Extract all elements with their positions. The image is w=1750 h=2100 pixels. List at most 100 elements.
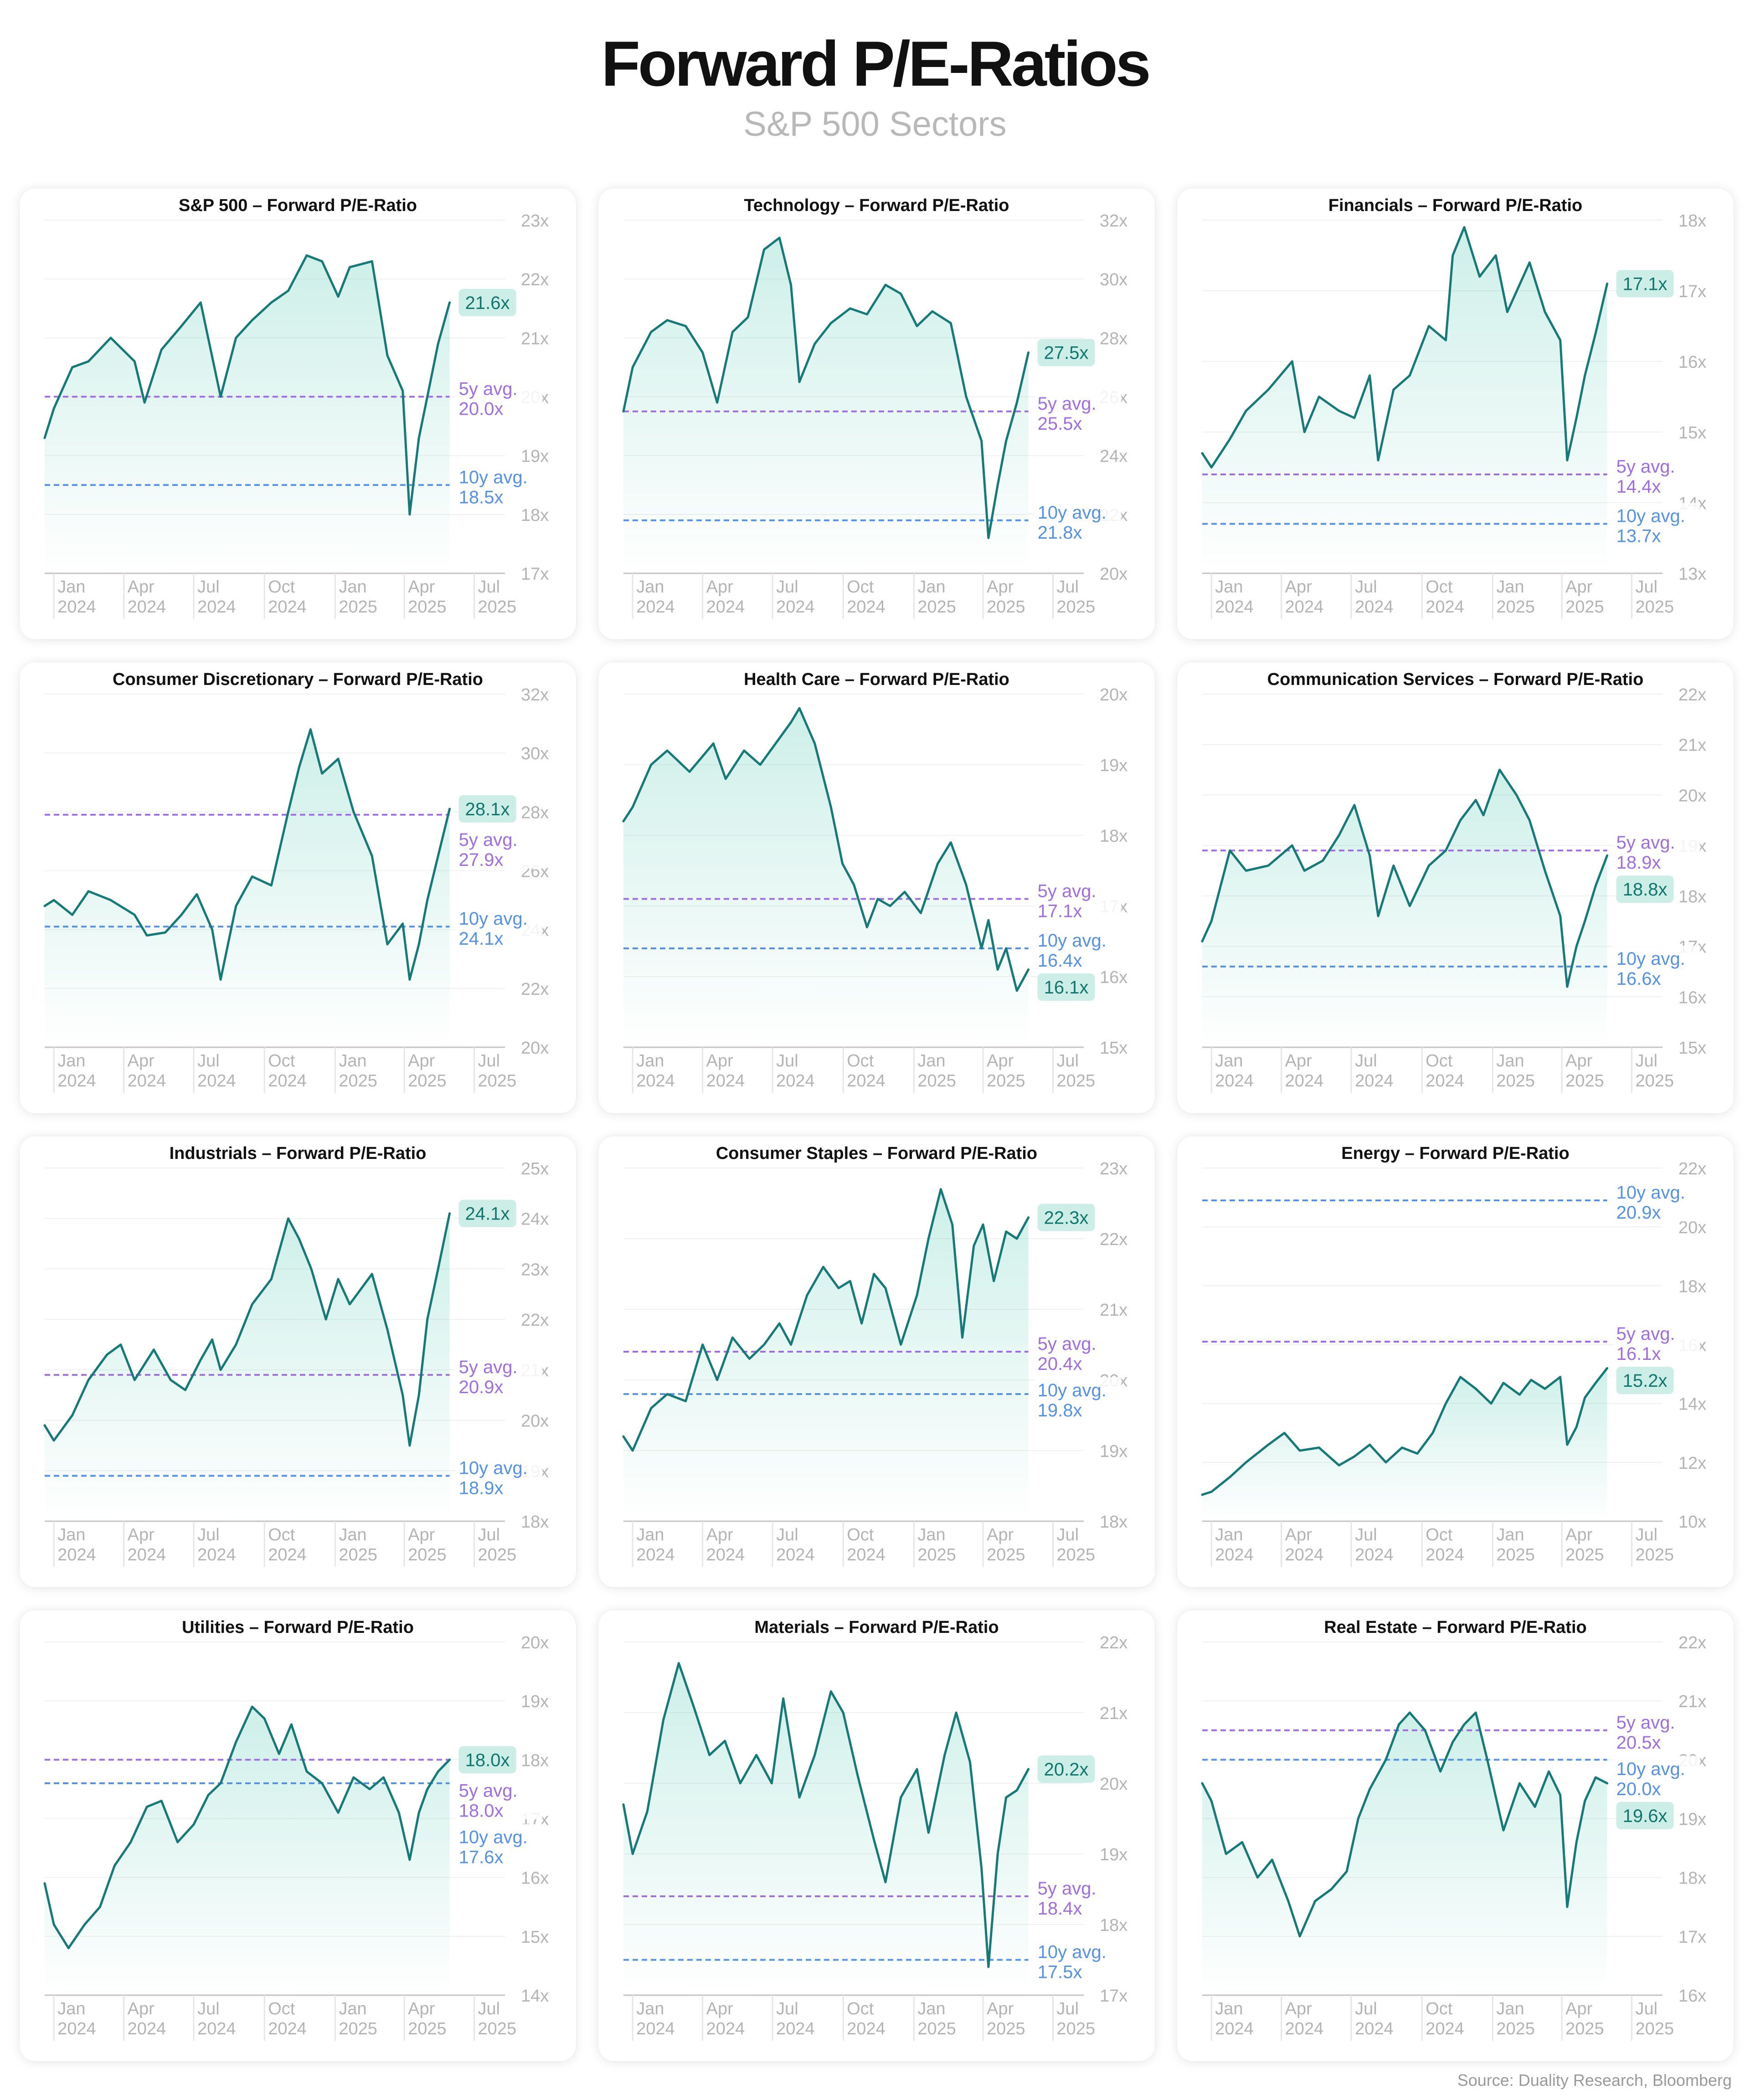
ten-year-avg-label-bg <box>1613 945 1700 988</box>
five-year-avg-label-bg <box>1613 829 1700 872</box>
x-tick-month: Jan <box>917 577 945 597</box>
chart-panel: 15x16x17x18x19x20xHealth Care – Forward … <box>598 662 1155 1113</box>
x-tick-month: Jan <box>339 1999 366 2018</box>
y-tick-label: 18x <box>521 1751 549 1770</box>
chart-title: Real Estate – Forward P/E-Ratio <box>1324 1618 1587 1637</box>
x-tick-year: 2024 <box>847 597 885 617</box>
ten-year-avg-label-bg <box>1613 1755 1700 1798</box>
x-tick-year: 2025 <box>1636 2019 1674 2038</box>
y-tick-label: 20x <box>1678 786 1706 805</box>
x-tick-year: 2024 <box>776 2019 815 2038</box>
series-area <box>623 1189 1029 1521</box>
x-tick-month: Oct <box>847 1999 874 2018</box>
ten-year-avg-label-bg <box>1035 1939 1122 1981</box>
ten-year-avg-label: 10y avg. <box>1038 503 1107 523</box>
x-tick-month: Apr <box>1285 1525 1312 1544</box>
ten-year-avg-value: 18.5x <box>459 487 504 507</box>
x-tick-month: Jan <box>339 1525 366 1544</box>
five-year-avg-value: 27.9x <box>459 850 504 870</box>
latest-value-label: 22.3x <box>1044 1208 1089 1228</box>
y-tick-label: 22x <box>521 980 549 999</box>
y-tick-label: 18x <box>1100 827 1127 846</box>
ten-year-avg-label: 10y avg. <box>1038 931 1107 951</box>
x-tick-month: Apr <box>706 1999 733 2018</box>
chart-title: Energy – Forward P/E-Ratio <box>1341 1144 1569 1163</box>
x-tick-year: 2024 <box>268 1545 307 1565</box>
y-tick-label: 32x <box>521 685 549 705</box>
y-tick-label: 18x <box>521 1513 549 1532</box>
series-area <box>45 1707 450 1995</box>
ten-year-avg-value: 17.6x <box>459 1847 504 1867</box>
x-tick-year: 2024 <box>776 1071 815 1091</box>
ten-year-avg-label-bg <box>1613 503 1700 545</box>
y-tick-label: 22x <box>1678 1159 1706 1179</box>
chart-svg: 18x19x20x21x22x23xConsumer Staples – For… <box>622 1144 1127 1567</box>
x-tick-year: 2024 <box>268 597 307 617</box>
x-tick-year: 2025 <box>1636 1545 1674 1565</box>
x-tick-year: 2024 <box>1426 1545 1464 1565</box>
x-tick-month: Apr <box>706 1051 733 1071</box>
y-tick-label: 20x <box>1100 1775 1127 1794</box>
latest-value-label: 19.6x <box>1623 1806 1668 1826</box>
x-tick-year: 2024 <box>1215 1071 1254 1091</box>
x-tick-month: Jul <box>197 577 220 597</box>
y-tick-label: 15x <box>1678 1039 1706 1058</box>
latest-value-label: 16.1x <box>1044 978 1089 998</box>
x-tick-month: Jul <box>478 577 500 597</box>
x-tick-month: Apr <box>1285 1051 1312 1071</box>
y-tick-label: 21x <box>1678 1692 1706 1711</box>
x-tick-year: 2025 <box>339 1545 377 1565</box>
y-tick-label: 22x <box>1100 1230 1127 1249</box>
chart-svg: 20x22x24x26x28x30x32xTechnology – Forwar… <box>622 196 1127 619</box>
ten-year-avg-value: 21.8x <box>1038 523 1082 543</box>
x-tick-year: 2025 <box>339 2019 377 2038</box>
x-tick-year: 2025 <box>408 1071 447 1091</box>
x-tick-year: 2024 <box>128 1545 166 1565</box>
x-tick-month: Jul <box>776 577 798 597</box>
x-tick-year: 2025 <box>1057 1545 1096 1565</box>
x-tick-month: Jan <box>1215 1051 1243 1071</box>
x-tick-month: Oct <box>847 1051 874 1071</box>
ten-year-avg-value: 17.5x <box>1038 1962 1082 1982</box>
series-area <box>623 1663 1029 1995</box>
series-line <box>1201 226 1609 468</box>
x-tick-year: 2024 <box>197 1545 236 1565</box>
y-tick-label: 17x <box>1678 282 1706 301</box>
x-tick-month: Apr <box>987 577 1014 597</box>
x-tick-month: Apr <box>408 1051 435 1071</box>
x-tick-year: 2025 <box>1636 597 1674 617</box>
five-year-avg-label: 5y avg. <box>459 830 518 850</box>
x-tick-year: 2025 <box>1057 1071 1096 1091</box>
ten-year-avg-value: 13.7x <box>1616 526 1661 546</box>
x-tick-year: 2024 <box>1285 1071 1324 1091</box>
x-tick-month: Apr <box>1565 1051 1592 1071</box>
chart-svg: 10x12x14x16x18x20x22xEnergy – Forward P/… <box>1201 1144 1706 1567</box>
five-year-avg-label: 5y avg. <box>1038 394 1096 414</box>
y-tick-label: 15x <box>1100 1039 1127 1058</box>
y-tick-label: 21x <box>1678 736 1706 755</box>
series-line <box>622 707 1030 992</box>
x-tick-month: Oct <box>847 1525 874 1544</box>
series-area <box>1202 1368 1607 1521</box>
x-tick-month: Jan <box>917 1051 945 1071</box>
y-tick-label: 19x <box>521 447 549 466</box>
y-tick-label: 16x <box>1678 988 1706 1007</box>
x-tick-month: Apr <box>1565 1525 1592 1544</box>
x-tick-month: Jan <box>636 1999 664 2018</box>
y-tick-label: 22x <box>1678 1633 1706 1652</box>
y-tick-label: 16x <box>521 1869 549 1888</box>
latest-value-badge <box>1037 1204 1095 1231</box>
y-tick-label: 28x <box>1100 329 1127 348</box>
x-tick-year: 2024 <box>1285 2019 1324 2038</box>
y-tick-label: 20x <box>1100 685 1127 705</box>
x-tick-month: Apr <box>987 1999 1014 2018</box>
y-tick-label: 30x <box>1100 270 1127 289</box>
x-tick-year: 2024 <box>57 1545 96 1565</box>
x-tick-month: Jan <box>636 1051 664 1071</box>
five-year-avg-label-bg <box>456 826 543 869</box>
y-tick-label: 17x <box>521 565 549 584</box>
x-tick-month: Jul <box>478 1999 500 2018</box>
chart-svg: 13x14x15x16x17x18xFinancials – Forward P… <box>1201 196 1706 619</box>
x-tick-year: 2025 <box>408 1545 447 1565</box>
latest-value-badge <box>458 1746 516 1774</box>
